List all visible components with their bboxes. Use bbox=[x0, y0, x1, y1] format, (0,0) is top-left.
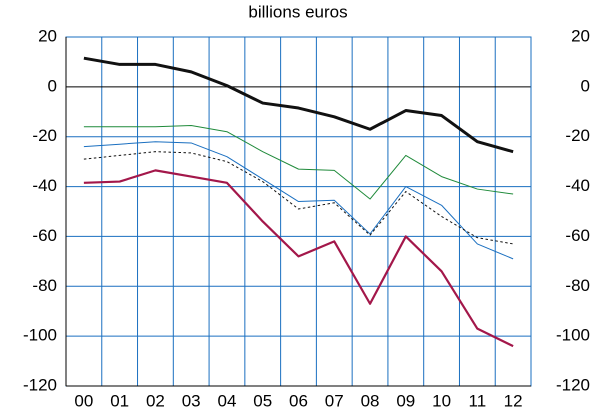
x-tick-label: 03 bbox=[182, 391, 201, 410]
y-tick-label: -80 bbox=[32, 276, 57, 295]
x-tick-label: 07 bbox=[325, 391, 344, 410]
plot-frame bbox=[65, 36, 532, 387]
series-line bbox=[83, 169, 514, 348]
y-tick-label-right: -80 bbox=[565, 276, 590, 295]
y-tick-label: -40 bbox=[32, 176, 57, 195]
y-tick-label-right: -120 bbox=[556, 375, 590, 394]
y-tick-label-right: -60 bbox=[565, 226, 590, 245]
x-tick-label: 05 bbox=[253, 391, 272, 410]
x-tick-label: 08 bbox=[361, 391, 380, 410]
y-tick-label: -100 bbox=[23, 326, 57, 345]
x-tick-label: 09 bbox=[396, 391, 415, 410]
x-tick-label: 11 bbox=[469, 391, 487, 410]
x-tick-label: 02 bbox=[146, 391, 165, 410]
y-tick-label-right: 0 bbox=[581, 76, 590, 95]
series-line bbox=[83, 141, 514, 260]
y-tick-label: -120 bbox=[23, 375, 57, 394]
x-tick-label: 01 bbox=[110, 391, 129, 410]
y-tick-label: 20 bbox=[38, 26, 57, 45]
x-tick-label: 04 bbox=[218, 391, 237, 410]
series-line bbox=[83, 151, 514, 245]
y-tick-label: 0 bbox=[48, 76, 57, 95]
y-tick-label-right: -40 bbox=[565, 176, 590, 195]
x-tick-label: 00 bbox=[74, 391, 93, 410]
chart-title: billions euros bbox=[248, 2, 347, 21]
series-line bbox=[83, 124, 514, 200]
y-tick-label: -60 bbox=[32, 226, 57, 245]
series-line bbox=[83, 56, 514, 154]
x-tick-label: 06 bbox=[289, 391, 308, 410]
y-tick-label-right: -20 bbox=[565, 126, 590, 145]
y-tick-label: -20 bbox=[32, 126, 57, 145]
y-tick-label-right: -100 bbox=[556, 326, 590, 345]
y-tick-label-right: 20 bbox=[571, 26, 590, 45]
x-tick-label: 12 bbox=[504, 391, 523, 410]
x-tick-label: 10 bbox=[432, 391, 451, 410]
